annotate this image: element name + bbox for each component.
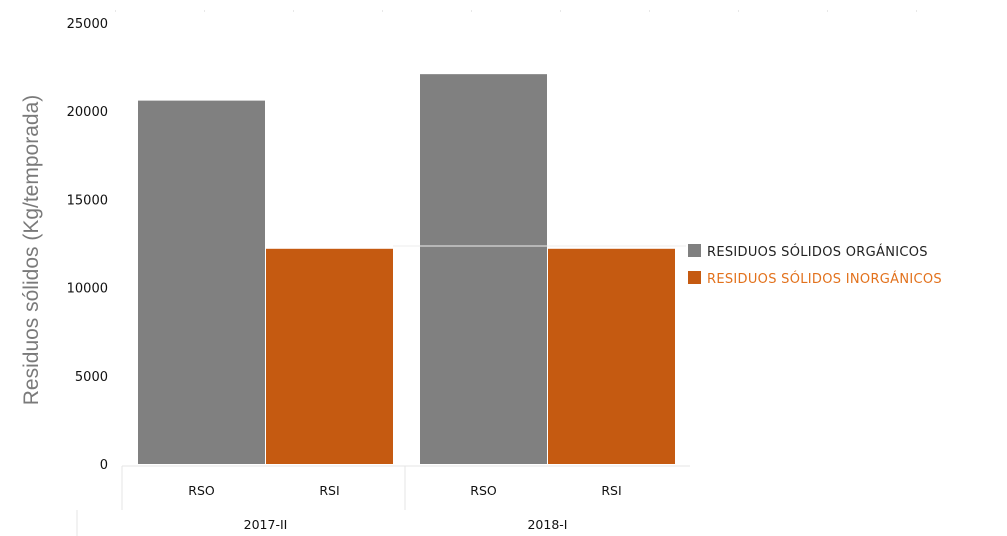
y-tick-label: 5000 <box>75 370 108 385</box>
group-label: 2017-II <box>244 517 288 532</box>
y-tick-label: 10000 <box>67 282 108 297</box>
legend-swatch <box>688 271 701 284</box>
legend-label: RESIDUOS SÓLIDOS INORGÁNICOS <box>707 271 942 287</box>
category-label: RSI <box>319 483 339 498</box>
y-tick-label: 15000 <box>67 193 108 208</box>
group-labels: 2017-II 2018-I <box>244 517 568 532</box>
y-tick-label: 25000 <box>67 17 108 32</box>
bar-2017-ii-rso <box>138 100 265 464</box>
y-tick-label: 0 <box>100 458 108 473</box>
category-label: RSO <box>470 483 497 498</box>
bar-2018-i-rsi <box>548 248 675 464</box>
y-tick-label: 20000 <box>67 105 108 120</box>
bars <box>138 74 675 464</box>
category-labels: RSO RSI RSO RSI <box>188 483 621 498</box>
legend-label: RESIDUOS SÓLIDOS ORGÁNICOS <box>707 244 928 260</box>
y-axis-label: Residuos sólidos (Kg/temporada) <box>20 95 43 406</box>
y-axis-ticks: 0 5000 10000 15000 20000 25000 <box>67 17 108 473</box>
category-label: RSO <box>188 483 215 498</box>
group-label: 2018-I <box>527 517 567 532</box>
bar-2018-i-rso <box>420 74 547 464</box>
bar-2017-ii-rsi <box>266 248 393 464</box>
category-label: RSI <box>601 483 621 498</box>
legend-swatch <box>688 244 701 257</box>
x-axis-lines <box>76 245 690 536</box>
legend: RESIDUOS SÓLIDOS ORGÁNICOS RESIDUOS SÓLID… <box>688 244 942 287</box>
